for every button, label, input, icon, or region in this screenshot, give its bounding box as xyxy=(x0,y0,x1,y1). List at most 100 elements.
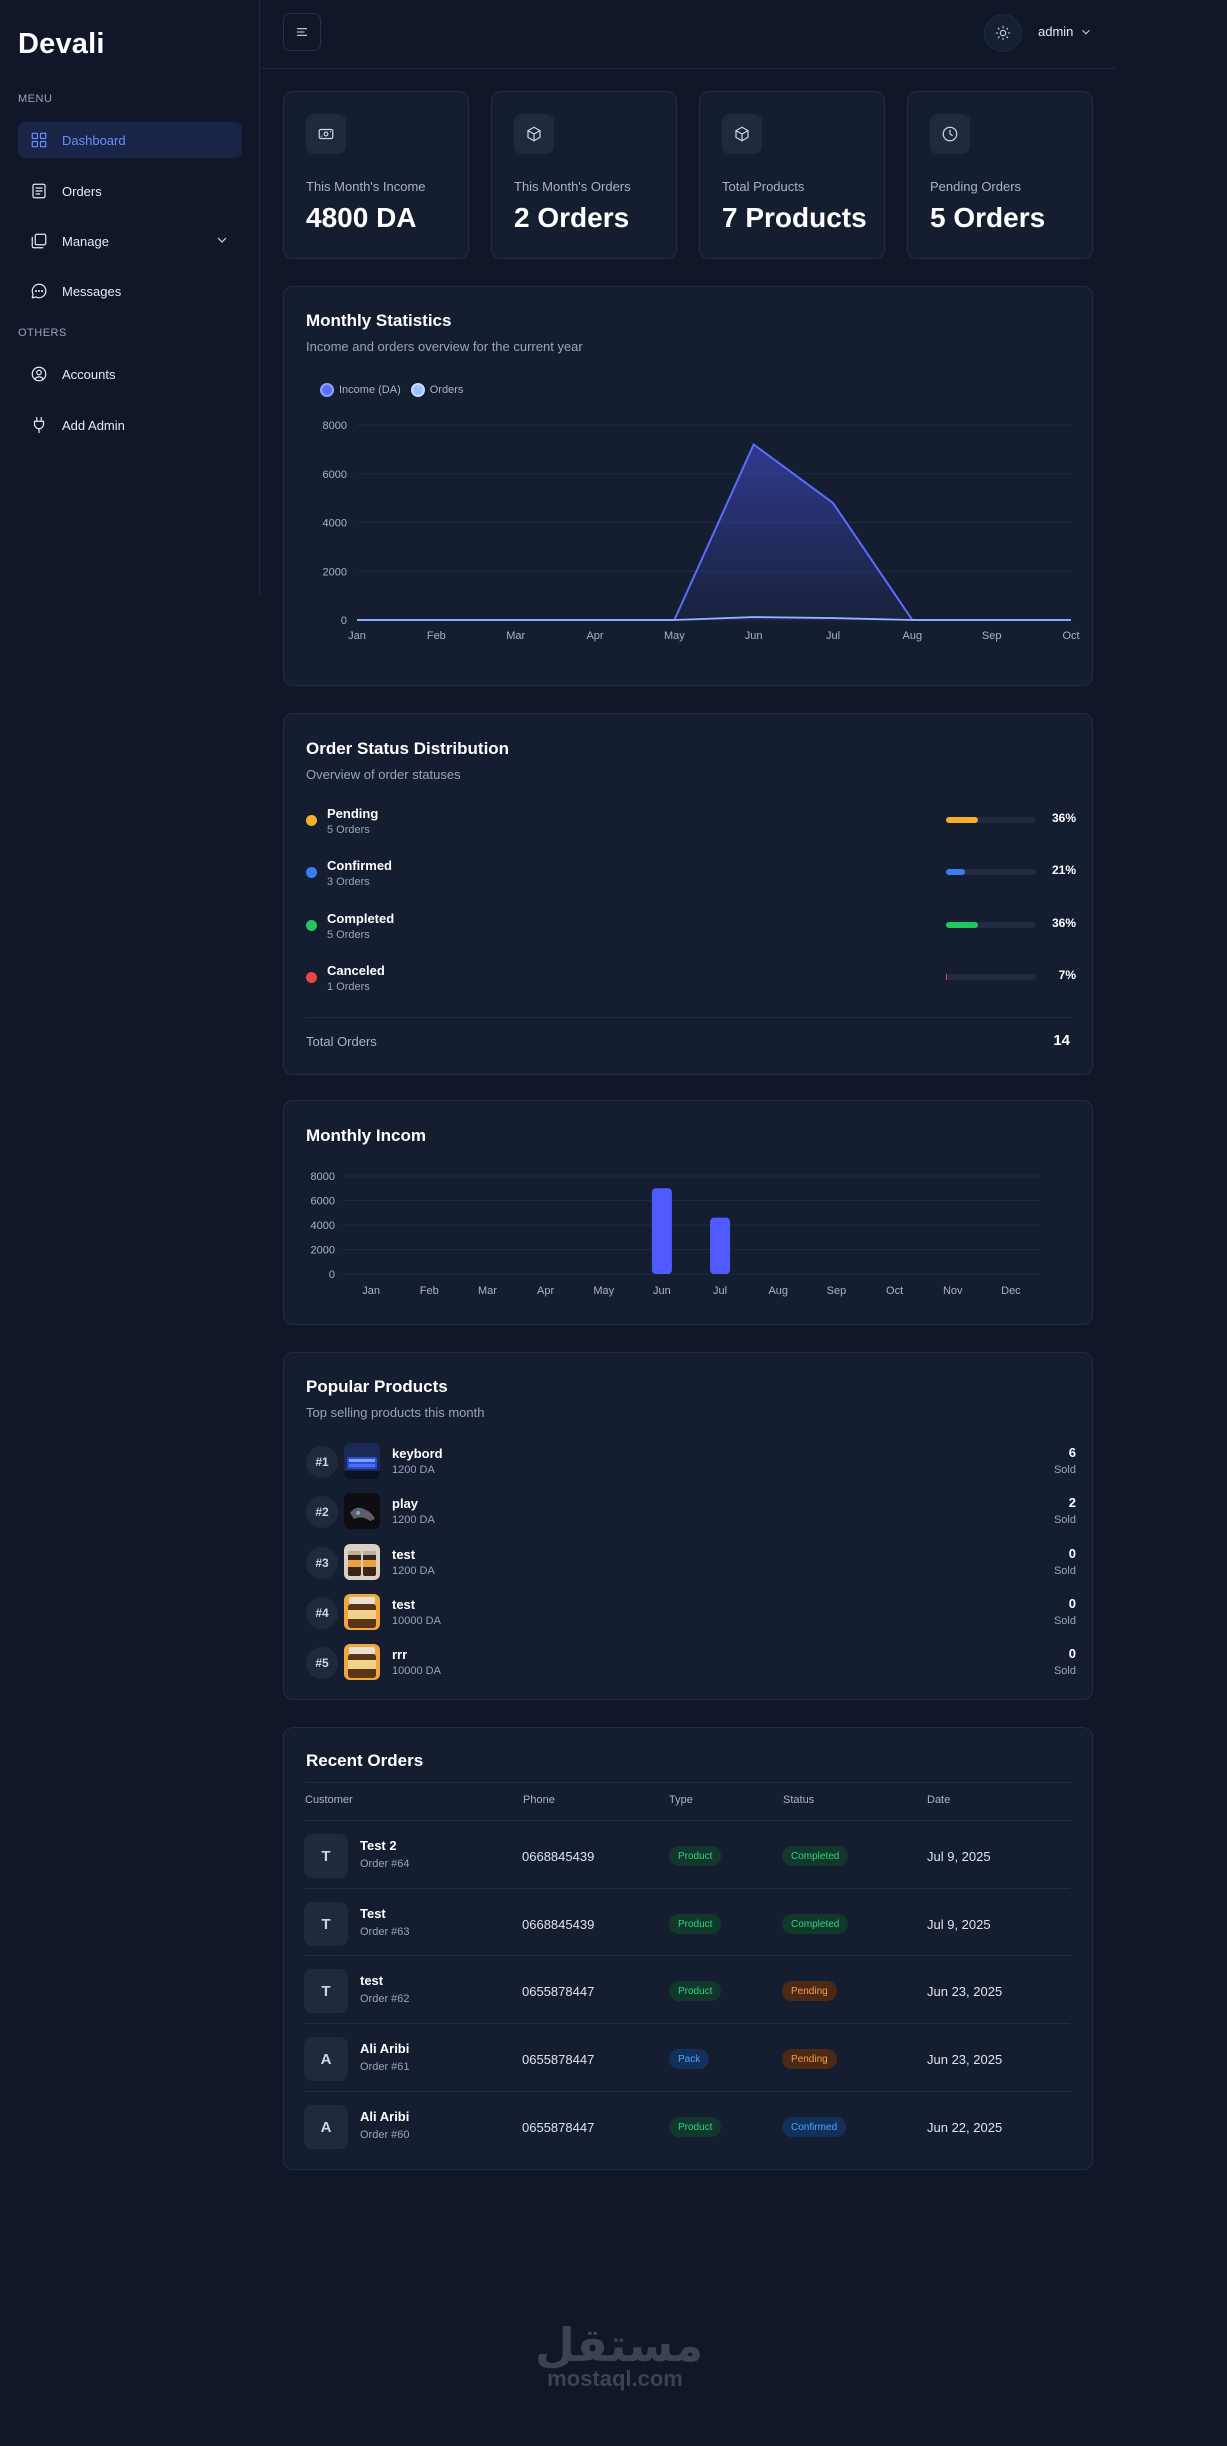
user-name: admin xyxy=(1038,24,1074,39)
sidebar: Devali MENU Dashboard Orders Manage Mess… xyxy=(0,0,260,596)
order-status-card: Order Status Distribution Overview of or… xyxy=(283,713,1093,1075)
product-rank: #5 xyxy=(306,1647,338,1679)
customer-name: Ali Aribi xyxy=(360,2109,410,2124)
sidebar-item-accounts[interactable]: Accounts xyxy=(18,356,242,392)
customer-name: Test 2 xyxy=(360,1838,397,1853)
customer-name: Test xyxy=(360,1906,386,1921)
stat-label: Pending Orders xyxy=(930,179,1022,194)
product-name: rrr xyxy=(392,1647,408,1662)
status-row-confirmed: Confirmed 3 Orders 21% xyxy=(306,858,1076,898)
order-date: Jun 23, 2025 xyxy=(927,2052,1003,2067)
x-tick-label: Sep xyxy=(982,630,1002,642)
sidebar-item-label: Dashboard xyxy=(62,132,126,148)
sidebar-item-dashboard[interactable]: Dashboard xyxy=(18,122,242,158)
product-name: play xyxy=(392,1496,419,1511)
x-tick-label: Feb xyxy=(427,630,446,642)
product-rank: #4 xyxy=(306,1597,338,1629)
status-dot xyxy=(306,972,317,983)
table-row[interactable]: A Ali Aribi Order #61 0655878447 Pack Pe… xyxy=(304,2023,1070,2091)
status-percent: 21% xyxy=(1051,863,1076,877)
legend-dot xyxy=(410,383,425,397)
status-dot xyxy=(306,920,317,931)
divider xyxy=(306,1017,1072,1018)
product-row[interactable]: #1 keybord 1200 DA 6 Sold xyxy=(306,1442,1076,1482)
y-tick-label: 0 xyxy=(329,1269,335,1281)
product-sold-count: 0 xyxy=(1068,1596,1076,1611)
status-name: Completed xyxy=(327,911,395,926)
total-orders-value: 14 xyxy=(1053,1032,1070,1049)
table-row[interactable]: T Test Order #63 0668845439 Product Comp… xyxy=(304,1888,1070,1956)
watermark-arabic: مستقل xyxy=(535,2318,704,2372)
x-tick-label: Aug xyxy=(903,630,923,642)
status-progress-fill xyxy=(946,974,947,980)
stat-card-income: This Month's Income 4800 DA xyxy=(283,91,469,259)
chart-legend: Income (DA) Orders xyxy=(320,383,473,397)
avatar: A xyxy=(304,2105,348,2149)
sidebar-item-messages[interactable]: Messages xyxy=(18,273,242,309)
sidebar-item-add-admin[interactable]: Add Admin xyxy=(18,407,242,443)
product-row[interactable]: #3 test 1200 DA 0 Sold xyxy=(306,1543,1076,1583)
status-row-completed: Completed 5 Orders 36% xyxy=(306,911,1076,951)
clock-icon xyxy=(930,114,970,154)
y-tick-label: 8000 xyxy=(311,1171,335,1183)
others-section-label: OTHERS xyxy=(18,327,67,339)
product-price: 10000 DA xyxy=(392,1665,441,1677)
x-tick-label: May xyxy=(664,630,685,642)
product-price: 1200 DA xyxy=(392,1514,435,1526)
customer-phone: 0668845439 xyxy=(522,1917,595,1932)
product-row[interactable]: #2 play 1200 DA 2 Sold xyxy=(306,1492,1076,1532)
product-sold-count: 2 xyxy=(1068,1495,1076,1510)
stat-card-pending: Pending Orders 5 Orders xyxy=(907,91,1093,259)
customer-phone: 0655878447 xyxy=(522,2052,595,2067)
product-sold-count: 6 xyxy=(1068,1445,1076,1460)
x-tick-label: Aug xyxy=(768,1285,788,1297)
y-tick-label: 0 xyxy=(341,615,347,627)
card-title: Order Status Distribution xyxy=(306,739,510,758)
avatar: T xyxy=(304,1969,348,2013)
table-row[interactable]: A Ali Aribi Order #60 0655878447 Product… xyxy=(304,2091,1070,2159)
status-badge: Pending xyxy=(782,1981,837,2001)
column-header-customer[interactable]: Customer xyxy=(305,1794,353,1806)
legend-item-income[interactable]: Income (DA) xyxy=(320,383,401,397)
column-header-status[interactable]: Status xyxy=(783,1794,815,1806)
product-row[interactable]: #4 test 10000 DA 0 Sold xyxy=(306,1593,1076,1633)
table-row[interactable]: T Test 2 Order #64 0668845439 Product Co… xyxy=(304,1820,1070,1888)
sidebar-item-manage[interactable]: Manage xyxy=(18,223,242,259)
product-rank: #1 xyxy=(306,1446,338,1478)
user-menu[interactable]: admin xyxy=(1038,24,1093,39)
x-tick-label: Oct xyxy=(886,1285,903,1297)
orders-series-line xyxy=(357,616,1071,621)
x-tick-label: Apr xyxy=(537,1285,554,1297)
menu-toggle-button[interactable] xyxy=(283,13,321,51)
theme-toggle-button[interactable] xyxy=(984,14,1022,52)
status-progress-fill xyxy=(946,817,978,823)
y-tick-label: 2000 xyxy=(323,566,347,578)
sidebar-item-label: Orders xyxy=(62,183,102,199)
product-sold-label: Sold xyxy=(1053,1514,1076,1526)
recent-orders-card: Recent Orders xyxy=(283,1727,1093,2170)
stat-card-products: Total Products 7 Products xyxy=(699,91,885,259)
chevron-down-icon[interactable] xyxy=(214,232,230,248)
card-subtitle: Top selling products this month xyxy=(306,1405,485,1420)
column-header-phone[interactable]: Phone xyxy=(523,1794,555,1806)
product-sold-label: Sold xyxy=(1053,1565,1076,1577)
status-percent: 7% xyxy=(1058,968,1076,982)
product-name: test xyxy=(392,1547,416,1562)
product-thumbnail-honey-jar xyxy=(344,1594,380,1630)
column-header-type[interactable]: Type xyxy=(669,1794,693,1806)
product-row[interactable]: #5 rrr 10000 DA 0 Sold xyxy=(306,1643,1076,1683)
column-header-date[interactable]: Date xyxy=(927,1794,951,1806)
x-tick-label: May xyxy=(593,1285,614,1297)
status-count: 3 Orders xyxy=(327,876,370,888)
avatar: A xyxy=(304,2037,348,2081)
layers-icon xyxy=(30,232,48,250)
status-count: 5 Orders xyxy=(327,824,370,836)
sidebar-item-orders[interactable]: Orders xyxy=(18,173,242,209)
order-date: Jun 22, 2025 xyxy=(927,2120,1003,2135)
card-title: Popular Products xyxy=(306,1377,448,1396)
stat-value: 7 Products xyxy=(722,202,867,233)
product-thumbnail-keyboard xyxy=(344,1443,380,1479)
table-row[interactable]: T test Order #62 0655878447 Product Pend… xyxy=(304,1955,1070,2023)
card-title: Recent Orders xyxy=(306,1751,424,1770)
legend-item-orders[interactable]: Orders xyxy=(410,383,463,397)
